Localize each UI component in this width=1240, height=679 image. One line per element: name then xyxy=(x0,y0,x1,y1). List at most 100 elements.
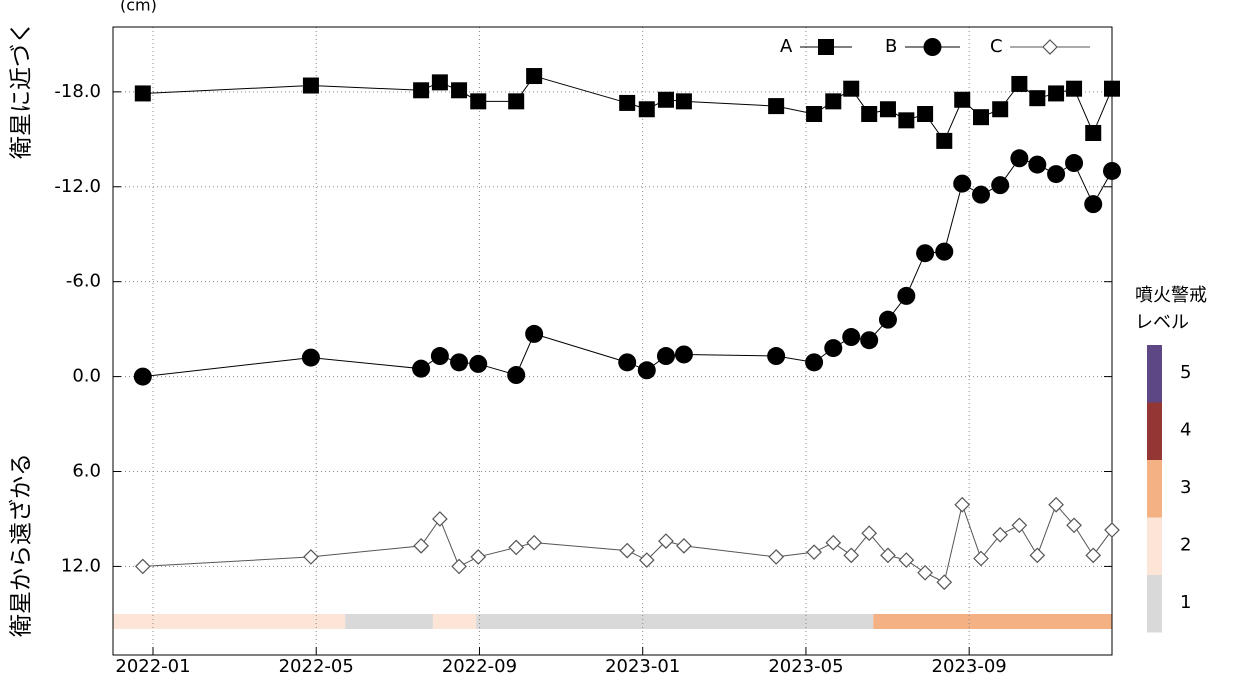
x-tick-label: 2023-09 xyxy=(932,656,1007,677)
marker xyxy=(973,109,990,126)
marker xyxy=(1066,80,1083,97)
marker xyxy=(843,80,860,97)
marker xyxy=(412,359,431,378)
marker xyxy=(1048,496,1064,513)
marker xyxy=(1011,517,1028,534)
marker xyxy=(936,132,953,149)
alert-period xyxy=(432,614,477,629)
marker xyxy=(842,328,861,347)
legend-marker xyxy=(818,39,834,55)
marker xyxy=(954,496,971,513)
marker xyxy=(972,185,991,204)
marker xyxy=(526,534,542,551)
x-tick-label: 2022-05 xyxy=(279,656,354,677)
legend-label: A xyxy=(780,36,793,57)
plot-frame xyxy=(112,26,1113,656)
legend-marker xyxy=(923,38,942,56)
y-tick-label: -12.0 xyxy=(54,176,101,197)
marker xyxy=(618,353,637,372)
marker xyxy=(508,93,525,110)
marker xyxy=(451,558,467,575)
marker xyxy=(526,68,543,85)
marker xyxy=(1011,75,1028,92)
legend-marker xyxy=(1042,39,1058,55)
marker xyxy=(806,106,823,123)
marker xyxy=(134,558,151,575)
marker xyxy=(880,547,896,564)
legend-label: B xyxy=(885,36,897,57)
marker xyxy=(470,93,487,110)
marker xyxy=(916,244,935,263)
marker xyxy=(657,91,674,108)
level-label: 5 xyxy=(1180,362,1191,383)
marker xyxy=(675,93,692,110)
marker xyxy=(619,94,636,111)
y-label-bottom: 衛星から遠ざかる xyxy=(8,453,35,637)
y-label-top: 衛星に近づく xyxy=(9,21,35,159)
marker xyxy=(638,101,655,118)
marker xyxy=(676,538,692,554)
marker xyxy=(431,74,448,91)
marker xyxy=(936,574,953,591)
alert-title: 噴火警戒 xyxy=(1135,285,1207,306)
marker xyxy=(432,511,448,527)
marker xyxy=(619,542,636,559)
marker xyxy=(992,526,1009,543)
marker xyxy=(805,353,824,372)
marker xyxy=(1085,124,1102,141)
level-swatch xyxy=(1147,575,1162,633)
marker xyxy=(413,82,430,99)
marker xyxy=(508,539,525,556)
marker xyxy=(525,324,544,343)
marker xyxy=(991,176,1010,195)
marker xyxy=(1103,161,1121,180)
alert-period xyxy=(345,614,433,629)
level-swatch xyxy=(1147,402,1162,460)
marker xyxy=(507,366,526,385)
marker xyxy=(469,354,488,373)
marker xyxy=(430,347,449,366)
marker xyxy=(1010,149,1029,168)
marker xyxy=(1047,165,1066,184)
y-tick-label: 12.0 xyxy=(61,555,101,576)
legend-label: C xyxy=(990,36,1003,57)
marker xyxy=(638,552,655,568)
marker xyxy=(935,242,954,261)
marker xyxy=(413,538,429,554)
marker xyxy=(917,564,933,581)
marker xyxy=(470,549,487,565)
marker xyxy=(658,533,674,549)
level-swatch xyxy=(1147,460,1162,518)
level-swatch xyxy=(1147,345,1162,403)
marker xyxy=(1066,517,1082,534)
x-tick-label: 2022-09 xyxy=(442,656,517,677)
marker xyxy=(302,77,319,94)
marker xyxy=(767,347,786,366)
y-tick-label: -18.0 xyxy=(54,81,101,102)
marker xyxy=(861,106,878,123)
marker xyxy=(878,310,897,329)
marker xyxy=(1028,155,1047,174)
marker xyxy=(1029,547,1046,564)
alert-period xyxy=(873,614,1112,629)
marker xyxy=(451,82,468,99)
marker xyxy=(898,552,915,568)
marker xyxy=(1104,522,1120,538)
marker xyxy=(450,353,469,372)
x-tick-label: 2022-01 xyxy=(115,656,190,677)
marker xyxy=(992,101,1009,118)
alert-title: レベル xyxy=(1135,312,1189,333)
y-tick-label: 0.0 xyxy=(72,366,101,387)
marker xyxy=(825,534,842,551)
unit-label: (cm) xyxy=(120,0,157,15)
marker xyxy=(898,112,915,129)
marker xyxy=(1048,85,1065,102)
x-tick-label: 2023-01 xyxy=(605,656,680,677)
marker xyxy=(133,367,152,386)
marker xyxy=(134,85,151,102)
marker xyxy=(897,286,916,305)
marker xyxy=(860,331,879,350)
marker xyxy=(806,544,822,561)
alert-period xyxy=(113,614,346,629)
